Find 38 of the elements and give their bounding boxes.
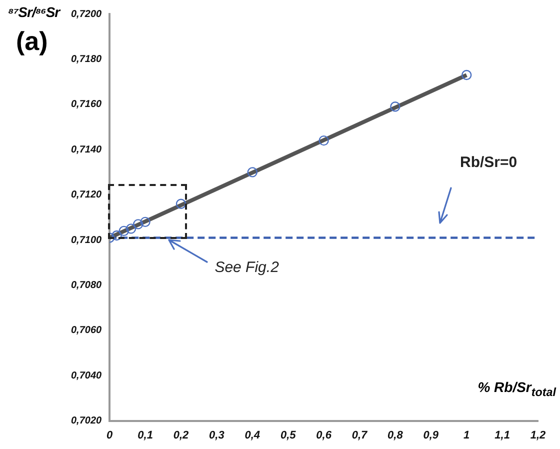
point	[133, 219, 144, 230]
x-tick-label: 0,9	[423, 429, 440, 442]
x-tick-label: 0,2	[173, 429, 189, 442]
x-tick-label: 0,7	[352, 429, 368, 442]
text: (a)	[16, 26, 48, 57]
point	[126, 224, 136, 234]
y-tick-label: 0,7160	[70, 99, 102, 110]
x-tick-label: 0	[106, 429, 114, 442]
y-tick-label: 0,7080	[70, 280, 102, 291]
point	[112, 230, 122, 241]
point	[118, 226, 129, 236]
y-tick-label: 0,7100	[70, 234, 102, 246]
x-tick-label: 1,1	[494, 429, 510, 442]
x-tick-label: 0,4	[244, 429, 260, 442]
x-tick-label: 0,6	[316, 429, 332, 442]
y-axis-title: ⁸⁷Sr/⁸⁶Sr	[8, 4, 60, 20]
x-tick-label: 0,1	[138, 429, 153, 442]
x-tick-label: 0,3	[209, 429, 224, 442]
point	[462, 70, 472, 80]
y-tick-label: 0,7040	[70, 370, 102, 382]
x-axis-title: % Rb/Sr$_{total}$	[478, 378, 556, 399]
point	[318, 135, 329, 146]
x-tick-label: 1,2	[530, 429, 546, 442]
annotation: See Fig.2	[214, 258, 279, 276]
point	[140, 216, 150, 228]
annotation: Rb/Sr=0	[460, 154, 518, 171]
y-tick-label: 0,7060	[70, 325, 102, 336]
x-tick-label: 0,5	[280, 429, 297, 442]
point	[176, 198, 186, 209]
point	[247, 167, 258, 178]
y-tick-label: 0,7140	[70, 144, 102, 156]
y-tick-label: 0,7020	[70, 416, 102, 427]
y-tick-label: 0,7200	[70, 8, 102, 20]
x-tick-label: 0,8	[388, 429, 404, 442]
point	[390, 102, 400, 112]
y-tick-label: 0,7120	[70, 190, 102, 201]
x-tick-label: 1	[464, 429, 470, 442]
y-tick-label: 0,7180	[70, 54, 102, 65]
